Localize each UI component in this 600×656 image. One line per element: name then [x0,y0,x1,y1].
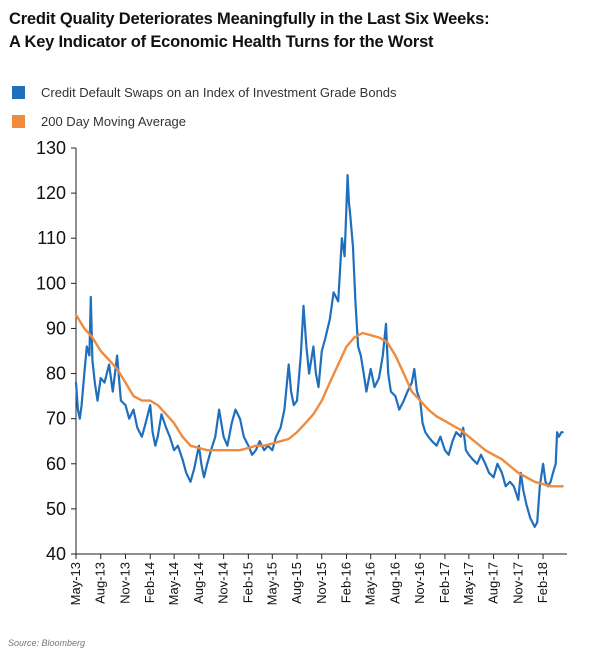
x-tick-label: Feb-16 [339,562,354,603]
y-tick-label: 120 [36,183,66,203]
y-tick-label: 70 [46,409,66,429]
y-tick-label: 80 [46,364,66,384]
x-tick-label: May-14 [166,562,181,605]
y-tick-label: 110 [37,228,66,248]
x-tick-label: Feb-15 [240,562,255,603]
y-tick-label: 60 [46,454,66,474]
x-tick-label: Aug-16 [387,562,402,604]
x-tick-label: Feb-14 [142,562,157,603]
legend-swatch-cds [12,86,25,99]
chart-title: Credit Quality Deteriorates Meaningfully… [9,8,594,54]
y-tick-label: 100 [36,273,66,293]
y-tick-label: 50 [46,499,66,519]
x-tick-label: May-13 [68,562,83,605]
x-tick-label: Nov-16 [412,562,427,604]
x-tick-label: Nov-17 [510,562,525,604]
x-tick-label: Aug-14 [191,562,206,604]
x-tick-label: May-16 [363,562,378,605]
x-tick-label: Aug-17 [486,562,501,604]
x-tick-label: Aug-15 [289,562,304,604]
series-line-cds [74,174,564,528]
chart-title-line-1: Credit Quality Deteriorates Meaningfully… [9,10,490,28]
chart-title-line-2: A Key Indicator of Economic Health Turns… [9,33,434,51]
y-tick-label: 40 [46,544,66,564]
legend: Credit Default Swaps on an Index of Inve… [12,78,397,136]
legend-label-cds: Credit Default Swaps on an Index of Inve… [41,85,397,100]
legend-label-moving-average: 200 Day Moving Average [41,114,187,129]
x-tick-label: Aug-13 [93,562,108,604]
x-tick-label: Feb-17 [437,562,452,603]
legend-item-moving-average: 200 Day Moving Average [12,107,397,136]
y-tick-label: 130 [36,138,66,158]
x-tick-label: Feb-18 [535,562,550,603]
legend-item-cds: Credit Default Swaps on an Index of Inve… [12,78,397,107]
series-line-moving-average [74,313,564,488]
y-tick-label: 90 [46,318,66,338]
x-tick-label: Nov-14 [216,562,231,604]
x-tick-label: Nov-15 [314,562,329,604]
x-tick-label: May-15 [264,562,279,605]
legend-swatch-moving-average [12,115,25,128]
source-note: Source: Bloomberg [8,638,86,648]
x-tick-label: May-17 [461,562,476,605]
x-tick-label: Nov-13 [117,562,132,604]
